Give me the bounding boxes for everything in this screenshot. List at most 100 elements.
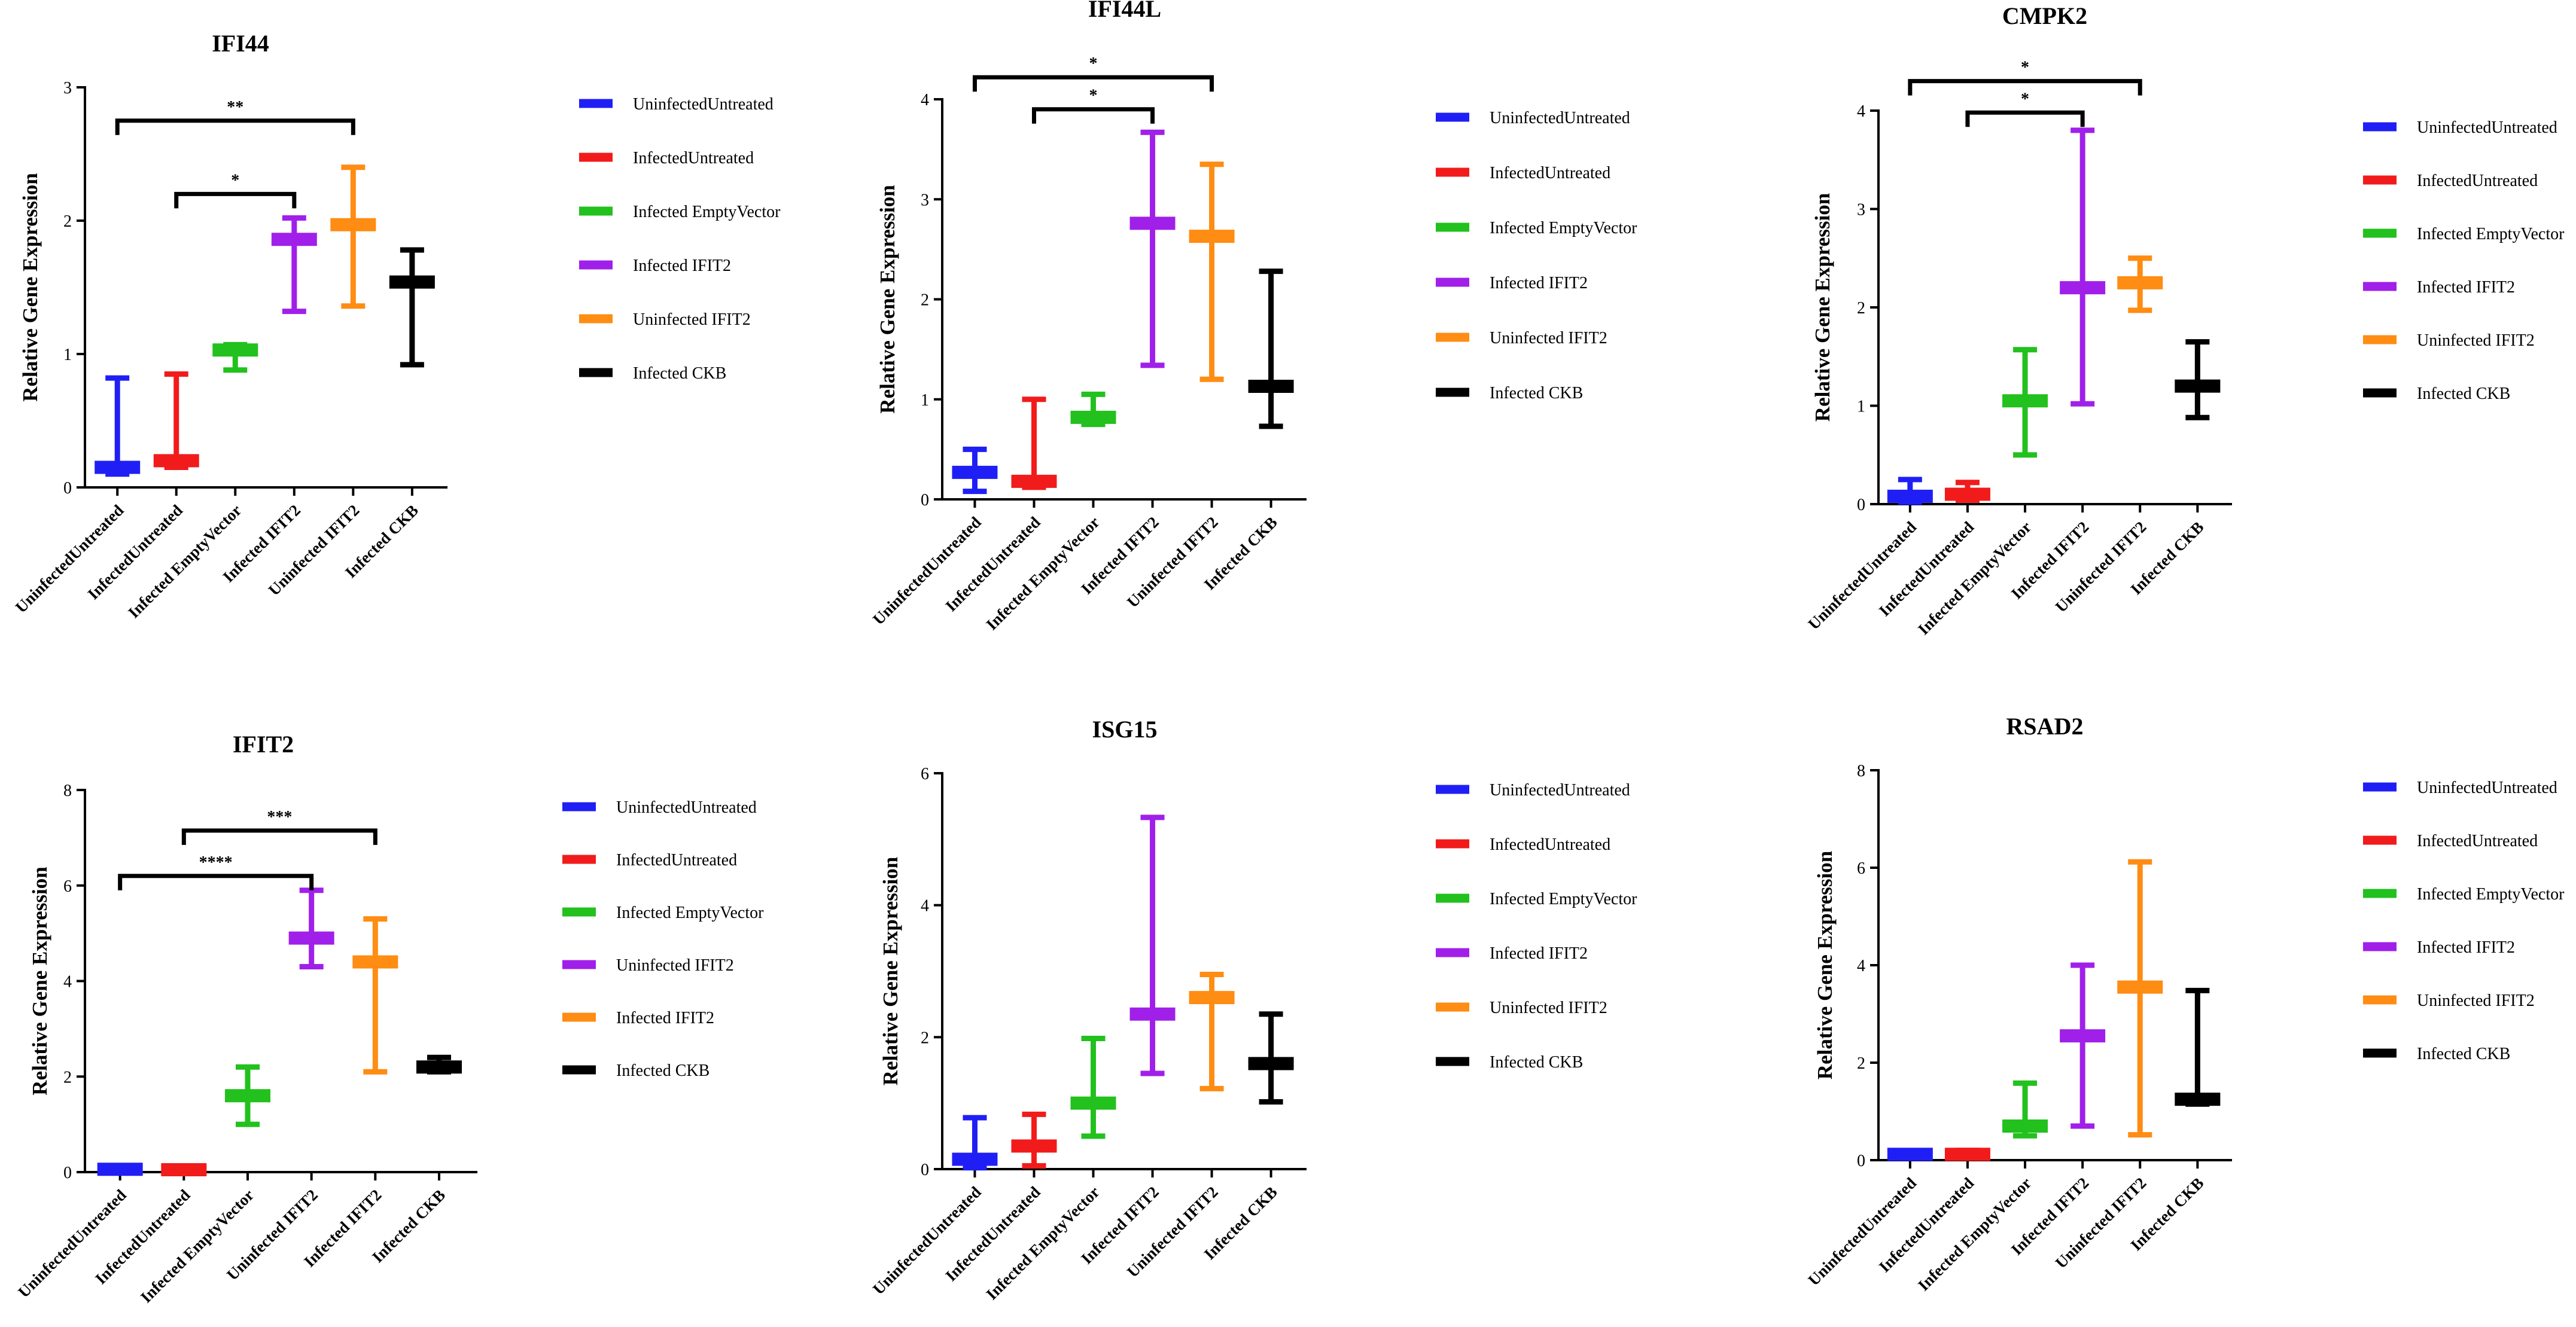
chart-title: ISG15: [1092, 716, 1158, 743]
legend-label: Uninfected IFIT2: [633, 310, 751, 329]
legend-label: InfectedUntreated: [1490, 164, 1610, 182]
y-tick-label: 4: [921, 897, 929, 916]
significance-bracket: [174, 191, 297, 209]
legend-label: UninfectedUntreated: [616, 798, 757, 817]
y-tick-label: 0: [1857, 1152, 1865, 1170]
significance-label: *: [2021, 59, 2029, 77]
legend-label: Uninfected IFIT2: [2417, 331, 2535, 350]
x-category-label: UninfectedUntreated: [12, 501, 127, 617]
chart-panel-cmpk2: CMPK2 Relative Gene Expression 0 1 2 3 4 Uninfe…: [1804, 2, 2565, 638]
y-tick-label: 2: [1857, 299, 1865, 318]
y-tick-label: 2: [921, 1029, 929, 1047]
x-category-label: UninfectedUntreated: [14, 1186, 130, 1301]
legend-label: UninfectedUntreated: [2417, 118, 2557, 137]
significance-label: **: [227, 98, 243, 117]
legend-label: Infected IFIT2: [633, 257, 731, 275]
legend-label: UninfectedUntreated: [633, 95, 774, 114]
y-tick-label: 0: [63, 1164, 72, 1182]
y-tick-label: 6: [63, 877, 72, 896]
y-axis-title: Relative Gene Expression: [1811, 193, 1834, 422]
significance-bracket: [1031, 107, 1155, 124]
y-tick-label: 4: [63, 973, 72, 992]
legend-label: Uninfected IFIT2: [1490, 329, 1607, 347]
chart-panel-isg15: ISG15 Relative Gene Expression 0 2 4 6 Uninfec…: [869, 716, 1637, 1303]
significance-bracket: [1908, 79, 2142, 96]
legend-label: InfectedUntreated: [2417, 832, 2538, 850]
significance-bracket: [115, 118, 355, 135]
legend-label: Infected EmptyVector: [633, 203, 781, 221]
significance-label: *: [2021, 90, 2029, 108]
legend-label: Infected EmptyVector: [2417, 225, 2565, 243]
y-tick-label: 0: [1857, 496, 1865, 514]
y-tick-label: 1: [63, 346, 72, 364]
significance-bracket: [1965, 110, 2085, 127]
legend-label: InfectedUntreated: [633, 149, 754, 167]
legend-label: Infected CKB: [2417, 1045, 2510, 1063]
y-tick-label: 8: [1857, 762, 1865, 780]
y-tick-label: 2: [63, 212, 72, 231]
legend-label: Infected IFIT2: [1490, 274, 1588, 292]
y-tick-label: 1: [921, 391, 929, 410]
significance-label: *: [1089, 54, 1098, 73]
x-category-label: InfectedUntreated: [1875, 1174, 1977, 1276]
legend-label: UninfectedUntreated: [1490, 781, 1630, 800]
legend-label: Infected CKB: [633, 364, 726, 383]
x-category-label: UninfectedUntreated: [869, 1183, 985, 1298]
legend-label: Uninfected IFIT2: [2417, 992, 2535, 1010]
chart-title: CMPK2: [2002, 2, 2087, 29]
y-axis-title: Relative Gene Expression: [876, 185, 899, 413]
x-category-label: InfectedUntreated: [1875, 518, 1977, 620]
legend-label: Infected EmptyVector: [1490, 219, 1637, 237]
y-tick-label: 6: [921, 765, 929, 783]
x-category-label: Infected EmptyVector: [1914, 518, 2035, 638]
legend-label: UninfectedUntreated: [2417, 779, 2557, 797]
y-tick-label: 6: [1857, 859, 1865, 878]
y-tick-label: 3: [63, 79, 72, 97]
y-tick-label: 4: [921, 91, 929, 109]
legend-label: Infected EmptyVector: [2417, 885, 2565, 904]
x-category-label: UninfectedUntreated: [1804, 1174, 1920, 1289]
legend-label: Infected CKB: [616, 1061, 710, 1080]
chart-title: IFIT2: [233, 731, 294, 758]
significance-label: *: [1089, 87, 1098, 105]
y-axis-title: Relative Gene Expression: [1813, 851, 1837, 1079]
y-axis-title: Relative Gene Expression: [19, 173, 42, 401]
y-axis-title: Relative Gene Expression: [28, 867, 51, 1095]
x-category-label: Infected EmptyVector: [124, 501, 245, 621]
legend-label: InfectedUntreated: [1490, 835, 1610, 854]
legend-label: InfectedUntreated: [616, 851, 737, 870]
legend-label: Uninfected IFIT2: [1490, 999, 1607, 1017]
legend-label: InfectedUntreated: [2417, 172, 2538, 190]
y-tick-label: 0: [921, 491, 929, 510]
y-axis-title: Relative Gene Expression: [879, 857, 902, 1085]
x-category-label: Infected EmptyVector: [982, 1183, 1103, 1303]
y-tick-label: 2: [63, 1068, 72, 1087]
legend-label: Infected IFIT2: [2417, 938, 2515, 957]
significance-bracket: [972, 75, 1214, 92]
legend-label: Infected CKB: [2417, 385, 2510, 403]
chart-title: RSAD2: [2006, 713, 2084, 740]
significance-label: ****: [199, 853, 233, 872]
y-tick-label: 4: [1857, 957, 1865, 975]
y-tick-label: 4: [1857, 102, 1865, 121]
legend-label: Uninfected IFIT2: [616, 956, 734, 975]
legend-label: Infected CKB: [1490, 384, 1583, 402]
legend-label: Infected IFIT2: [1490, 944, 1588, 963]
significance-bracket: [181, 828, 377, 845]
x-category-label: UninfectedUntreated: [1804, 518, 1920, 633]
chart-panel-ifit2: IFIT2 Relative Gene Expression 0 2 4 6 8 Uninfe…: [14, 731, 764, 1306]
significance-bracket: [118, 874, 314, 890]
legend-label: UninfectedUntreated: [1490, 109, 1630, 127]
legend-label: Infected CKB: [1490, 1053, 1583, 1072]
significance-label: ***: [267, 808, 292, 826]
chart-panel-rsad2: RSAD2 Relative Gene Expression 0 2 4 6 8 Uninfe…: [1804, 713, 2565, 1294]
chart-title: IFI44L: [1088, 0, 1161, 22]
y-tick-label: 3: [1857, 201, 1865, 219]
x-category-label: Infected EmptyVector: [137, 1186, 257, 1306]
y-tick-label: 2: [1857, 1054, 1865, 1073]
legend-label: Infected EmptyVector: [1490, 890, 1637, 908]
x-category-label: Infected EmptyVector: [982, 513, 1103, 633]
legend-label: Infected EmptyVector: [616, 904, 764, 922]
chart-title: IFI44: [212, 30, 269, 57]
